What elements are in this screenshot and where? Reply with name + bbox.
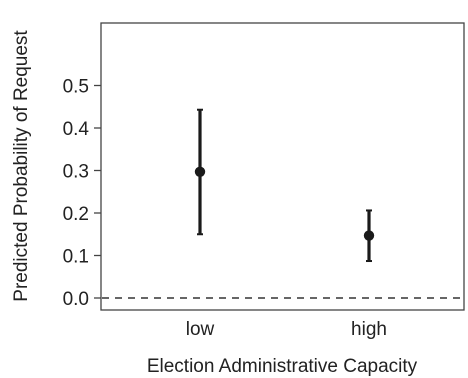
point-high	[363, 230, 375, 241]
y-tick-label: 0.3	[63, 162, 89, 183]
y-tick-label: 0.5	[63, 77, 89, 98]
x-tick-label-low: low	[186, 319, 215, 340]
y-tick-label: 0.0	[63, 289, 89, 310]
y-axis: 0.0 0.1 0.2 0.3 0.4 0.5	[63, 77, 101, 310]
point-estimates	[194, 108, 375, 263]
y-tick-label: 0.2	[63, 204, 89, 225]
plot-frame	[100, 22, 465, 311]
y-tick-label: 0.4	[63, 119, 90, 140]
point-low	[194, 166, 206, 177]
x-axis-title: Election Administrative Capacity	[147, 356, 418, 377]
y-tick-label: 0.1	[63, 247, 89, 268]
y-axis-title: Predicted Probability of Request	[11, 30, 32, 302]
x-tick-label-high: high	[351, 319, 387, 340]
x-axis: low high	[186, 319, 387, 340]
